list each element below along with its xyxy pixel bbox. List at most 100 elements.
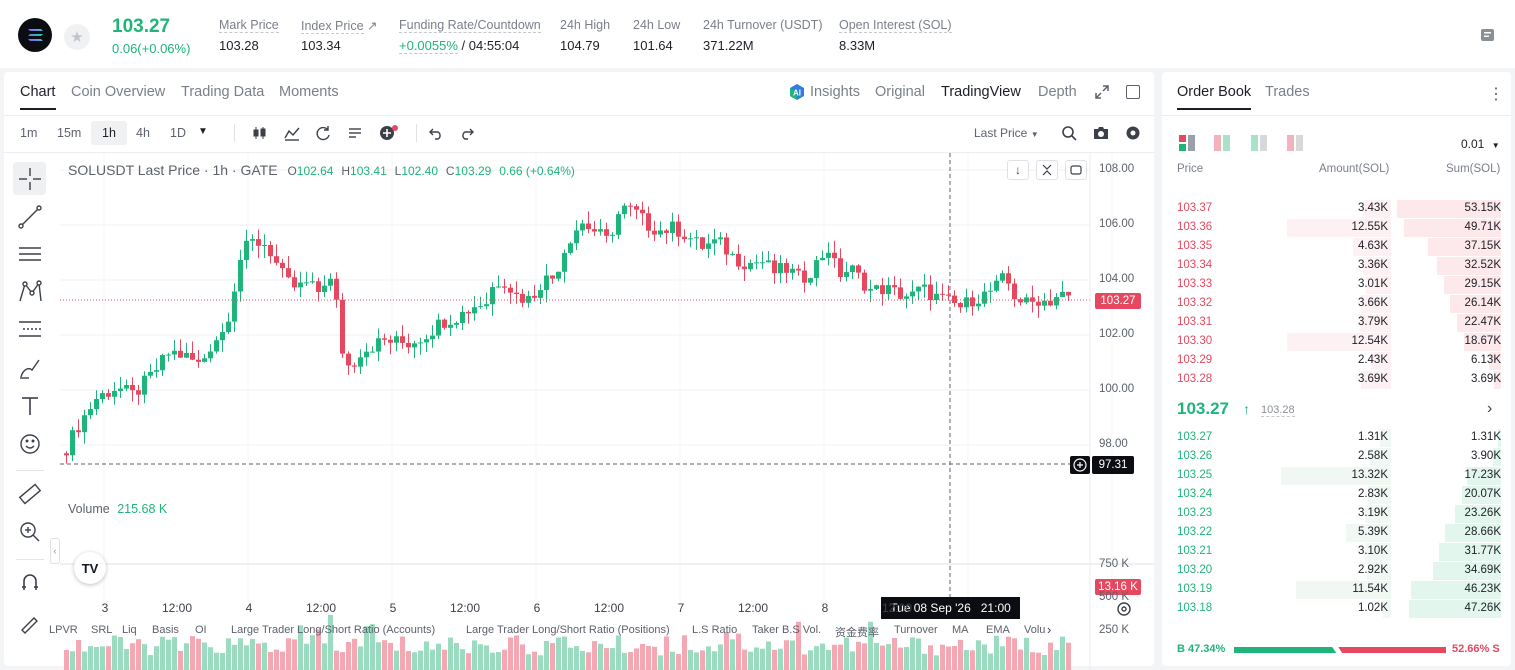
fibonacci-tool-icon[interactable] <box>15 315 45 345</box>
magnet-tool-icon[interactable] <box>15 568 45 598</box>
insights-button[interactable]: Insights <box>810 84 860 100</box>
indicator-toggle[interactable]: SRL <box>91 624 113 636</box>
interval-4h[interactable]: 4h <box>136 126 150 140</box>
book-price[interactable]: 103.24 <box>1177 488 1213 501</box>
index-price-label[interactable]: Index Price ↗ <box>301 19 378 34</box>
interval-1d[interactable]: 1D <box>170 126 186 140</box>
volume-bar <box>142 644 147 670</box>
indicator-toggle[interactable]: OI <box>195 624 207 636</box>
pattern-tool-icon[interactable] <box>15 277 45 307</box>
book-price[interactable]: 103.35 <box>1177 240 1213 253</box>
indicator-toggle[interactable]: Large Trader Long/Short Ratio (Positions… <box>466 624 670 636</box>
tradingview-logo-icon[interactable]: TV <box>74 552 106 584</box>
book-price[interactable]: 103.19 <box>1177 583 1213 596</box>
book-amount: 5.39K <box>1357 526 1388 539</box>
add-indicator-icon[interactable] <box>379 124 399 147</box>
indicator-toggle[interactable]: 资金费率 <box>835 627 879 639</box>
book-view-both-icon[interactable] <box>1179 135 1195 156</box>
book-price[interactable]: 103.30 <box>1177 335 1213 348</box>
book-view-bids-icon[interactable] <box>1251 135 1267 156</box>
book-view-asks-icon[interactable] <box>1287 135 1303 156</box>
notebook-icon[interactable] <box>1479 27 1497 43</box>
brush-tool-icon[interactable] <box>15 353 45 383</box>
camera-icon[interactable] <box>1093 125 1109 146</box>
ai-insights-icon[interactable]: AI <box>788 83 806 101</box>
book-price[interactable]: 103.21 <box>1177 545 1213 558</box>
book-price[interactable]: 103.27 <box>1177 431 1213 443</box>
chart-settings-icon[interactable] <box>1116 601 1132 622</box>
book-price[interactable]: 103.26 <box>1177 450 1213 463</box>
tab-moments[interactable]: Moments <box>279 84 339 100</box>
text-tool-icon[interactable] <box>15 391 45 421</box>
tab-trading-data[interactable]: Trading Data <box>181 84 265 100</box>
book-price[interactable]: 103.33 <box>1177 278 1213 291</box>
indicators-icon[interactable] <box>284 125 300 146</box>
indicator-toggle[interactable]: Volu <box>1024 624 1046 636</box>
interval-1h[interactable]: 1h <box>102 126 116 140</box>
ruler-tool-icon[interactable] <box>15 479 45 509</box>
interval-15m[interactable]: 15m <box>57 126 82 140</box>
indicator-toggle[interactable]: Taker B.S Vol. <box>752 624 822 636</box>
interval-dropdown-icon[interactable]: ▼ <box>198 126 208 137</box>
book-view-split-icon[interactable] <box>1214 135 1230 156</box>
depth-button[interactable]: Depth <box>1038 84 1077 100</box>
book-price[interactable]: 103.23 <box>1177 507 1213 520</box>
indicator-toggle[interactable]: L.S Ratio <box>692 624 738 636</box>
book-price[interactable]: 103.20 <box>1177 564 1213 577</box>
volume-bar <box>910 637 915 670</box>
add-alert-icon[interactable] <box>1070 456 1090 474</box>
scroll-down-button[interactable]: ↓ <box>1007 160 1029 180</box>
zoom-in-icon[interactable] <box>15 517 45 547</box>
undo-icon[interactable] <box>428 125 444 146</box>
book-price[interactable]: 103.32 <box>1177 297 1213 310</box>
chevron-right-icon[interactable]: › <box>1487 400 1493 417</box>
trend-line-tool-icon[interactable] <box>15 202 45 232</box>
book-price[interactable]: 103.36 <box>1177 221 1213 234</box>
more-options-icon[interactable]: ⋮ <box>1488 86 1504 103</box>
refresh-icon[interactable] <box>315 125 331 146</box>
collapse-arrows-button[interactable] <box>1036 160 1058 180</box>
settings-gear-icon[interactable] <box>1125 125 1141 146</box>
search-icon[interactable] <box>1061 125 1077 146</box>
emoji-tool-icon[interactable] <box>15 429 45 459</box>
book-price[interactable]: 103.29 <box>1177 354 1213 367</box>
price-chart[interactable] <box>60 153 1154 670</box>
expand-icon[interactable] <box>1094 84 1110 100</box>
template-icon[interactable] <box>347 125 363 146</box>
favorite-star-icon[interactable]: ★ <box>64 24 90 50</box>
book-price[interactable]: 103.22 <box>1177 526 1213 539</box>
book-price[interactable]: 103.25 <box>1177 469 1213 482</box>
price-type-select[interactable]: Last Price ▼ <box>974 126 1039 140</box>
candle <box>394 336 399 343</box>
redo-icon[interactable] <box>459 125 475 146</box>
original-view-button[interactable]: Original <box>875 84 925 100</box>
indicator-toggle[interactable]: Basis <box>152 624 179 636</box>
indicator-toggle[interactable]: Large Trader Long/Short Ratio (Accounts) <box>231 624 436 636</box>
indicator-toggle[interactable]: Liq <box>122 624 137 636</box>
book-price[interactable]: 103.37 <box>1177 202 1213 214</box>
lock-drawings-icon[interactable] <box>15 607 45 637</box>
book-price[interactable]: 103.18 <box>1177 602 1213 615</box>
tab-trades[interactable]: Trades <box>1265 84 1310 100</box>
horizontal-lines-tool-icon[interactable] <box>15 239 45 269</box>
indicator-toggle[interactable]: EMA <box>986 624 1010 636</box>
window-mode-icon[interactable] <box>1126 85 1140 99</box>
book-price[interactable]: 103.31 <box>1177 316 1213 329</box>
indicators-next-icon[interactable]: › <box>1047 622 1052 637</box>
tab-order-book[interactable]: Order Book <box>1177 84 1252 100</box>
tab-chart[interactable]: Chart <box>20 84 56 100</box>
precision-select[interactable]: 0.01 ▼ <box>1461 137 1500 151</box>
interval-1m[interactable]: 1m <box>20 126 38 140</box>
candle <box>202 358 207 362</box>
crosshair-tool-icon[interactable] <box>15 164 45 194</box>
book-price[interactable]: 103.34 <box>1177 259 1213 272</box>
indicator-toggle[interactable]: LPVR <box>49 624 78 636</box>
indicator-toggle[interactable]: Turnover <box>894 624 938 636</box>
indicator-toggle[interactable]: MA <box>952 624 969 636</box>
collapse-toolbar-icon[interactable]: ‹ <box>50 538 60 564</box>
tab-coin-overview[interactable]: Coin Overview <box>71 84 166 100</box>
reset-chart-button[interactable] <box>1065 160 1087 180</box>
candle-type-icon[interactable] <box>252 125 268 146</box>
book-price[interactable]: 103.28 <box>1177 373 1213 386</box>
tradingview-button[interactable]: TradingView <box>941 84 1021 100</box>
